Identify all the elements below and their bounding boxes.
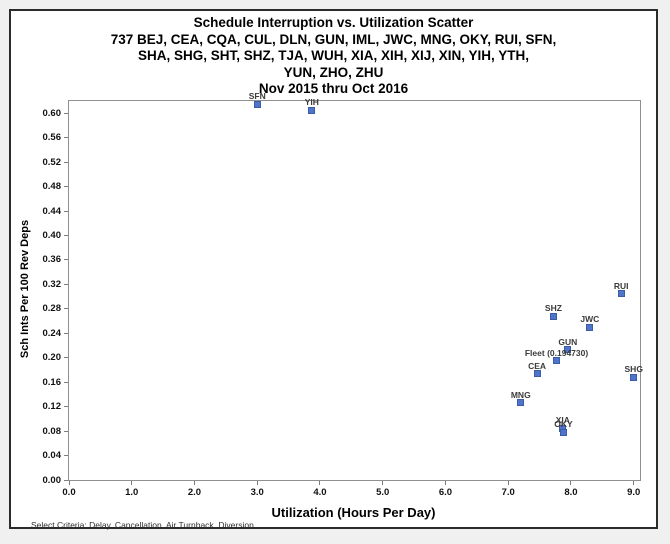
x-axis-tick: [256, 481, 258, 485]
y-axis-tick-label: 0.32: [42, 278, 62, 290]
chart-subtitle-line-1: 737 BEJ, CEA, CQA, CUL, DLN, GUN, IML, J…: [110, 31, 557, 47]
y-axis-tick: [64, 161, 68, 163]
x-axis-tick-label: 0.0: [62, 487, 76, 498]
x-axis-tick-label: 4.0: [313, 487, 327, 498]
data-point-shg: [630, 373, 638, 381]
chart-subtitle-line-3: YUN, ZHO, ZHU: [283, 64, 384, 80]
y-axis-tick-label: 0.08: [42, 425, 62, 437]
x-axis-tick-label: 1.0: [125, 487, 139, 498]
data-point-rui: [617, 290, 625, 298]
x-axis-tick: [193, 481, 195, 485]
data-point-label-shg: SHG: [624, 364, 643, 375]
data-point-fleet: [553, 357, 561, 365]
x-axis-tick: [319, 481, 321, 485]
y-axis-tick-label: 0.12: [42, 401, 62, 413]
y-axis-tick: [64, 308, 68, 310]
y-axis-tick: [64, 137, 68, 139]
y-axis-title: Sch Ints Per 100 Rev Deps: [19, 219, 31, 359]
y-axis-tick: [64, 283, 68, 285]
y-axis-tick-label: 0.04: [42, 450, 62, 462]
data-point-label-yih: YIH: [304, 97, 319, 108]
x-axis-tick-label: 2.0: [187, 487, 202, 498]
y-axis-tick-label: 0.20: [42, 352, 62, 364]
x-axis-tick: [444, 481, 446, 485]
x-axis-tick-label: 3.0: [250, 487, 264, 498]
y-axis-tick: [64, 455, 68, 457]
data-point-label-fleet: Fleet (0.194730): [524, 347, 589, 358]
y-axis-tick: [64, 210, 68, 212]
y-axis-tick: [64, 430, 68, 432]
chart-frame: Schedule Interruption vs. Utilization Sc…: [9, 9, 658, 530]
y-axis-tick-label: 0.00: [42, 474, 62, 486]
data-point-oky: [559, 428, 567, 436]
chart-title: Schedule Interruption vs. Utilization Sc…: [193, 15, 474, 30]
data-point-label-gun: GUN: [558, 336, 578, 347]
x-axis-tick-label: 9.0: [627, 487, 641, 498]
x-axis-tick-label: 5.0: [376, 487, 390, 498]
y-axis-tick-label: 0.60: [42, 107, 62, 119]
x-axis-title: Utilization (Hours Per Day): [271, 505, 436, 520]
y-axis-tick-label: 0.48: [42, 181, 62, 193]
y-axis-tick: [64, 381, 68, 383]
data-point-mng: [517, 399, 525, 407]
y-axis-tick: [64, 112, 68, 114]
x-axis-tick: [570, 481, 572, 485]
y-axis-tick-label: 0.40: [42, 229, 62, 241]
data-point-shz: [549, 312, 557, 320]
y-axis-tick: [64, 186, 68, 188]
y-axis-tick: [64, 259, 68, 261]
data-point-label-mng: MNG: [510, 389, 531, 400]
data-point-gun: [564, 346, 572, 354]
x-axis-tick: [382, 481, 384, 485]
y-axis-tick: [64, 406, 68, 408]
chart-subtitle-line-2: SHA, SHG, SHT, SHZ, TJA, WUH, XIA, XIH, …: [137, 48, 530, 63]
y-axis-tick-label: 0.44: [42, 205, 62, 217]
plot-area: 0.0 1.0 2.0 3.0 4.0 5.0 6.0 7.0 8.0 9.0 0.00 0.04 0.…: [43, 91, 643, 498]
select-criteria-footnote: Select Criteria: Delay, Cancellation, Ai…: [31, 520, 254, 530]
data-point-label-oky: OKY: [554, 419, 573, 430]
y-axis-tick-label: 0.56: [42, 132, 62, 144]
data-point-label-rui: RUI: [613, 280, 629, 291]
x-axis-tick-label: 7.0: [501, 487, 515, 498]
y-axis-tick: [64, 479, 68, 481]
y-axis-tick-label: 0.24: [42, 327, 62, 339]
x-axis-tick-label: 6.0: [438, 487, 453, 498]
y-axis-tick-label: 0.16: [42, 376, 62, 388]
data-point-label-sfn: SFN: [248, 91, 266, 102]
chart-date-range: Nov 2015 thru Oct 2016: [258, 81, 409, 96]
y-axis-tick-label: 0.28: [42, 303, 62, 315]
y-axis-tick-label: 0.36: [42, 254, 62, 266]
data-point-cea: [533, 370, 541, 378]
x-axis-tick: [131, 481, 133, 485]
data-point-jwc: [586, 323, 594, 331]
x-axis-tick-label: 8.0: [564, 487, 578, 498]
data-point-label-xia: XIA: [555, 415, 570, 426]
y-axis-tick: [64, 357, 68, 359]
data-point-sfn: [253, 100, 261, 108]
data-point-label-shz: SHZ: [544, 303, 562, 314]
y-axis-tick-label: 0.52: [42, 156, 62, 168]
x-axis-tick: [68, 481, 70, 485]
data-point-label-jwc: JWC: [580, 314, 600, 325]
y-axis-tick: [64, 234, 68, 236]
data-point-yih: [308, 106, 316, 114]
y-axis-tick: [64, 332, 68, 334]
data-point-label-cea: CEA: [528, 360, 547, 371]
x-axis-tick: [633, 481, 635, 485]
x-axis-tick: [507, 481, 509, 485]
chart-title-block: Schedule Interruption vs. Utilization Sc…: [11, 15, 656, 98]
